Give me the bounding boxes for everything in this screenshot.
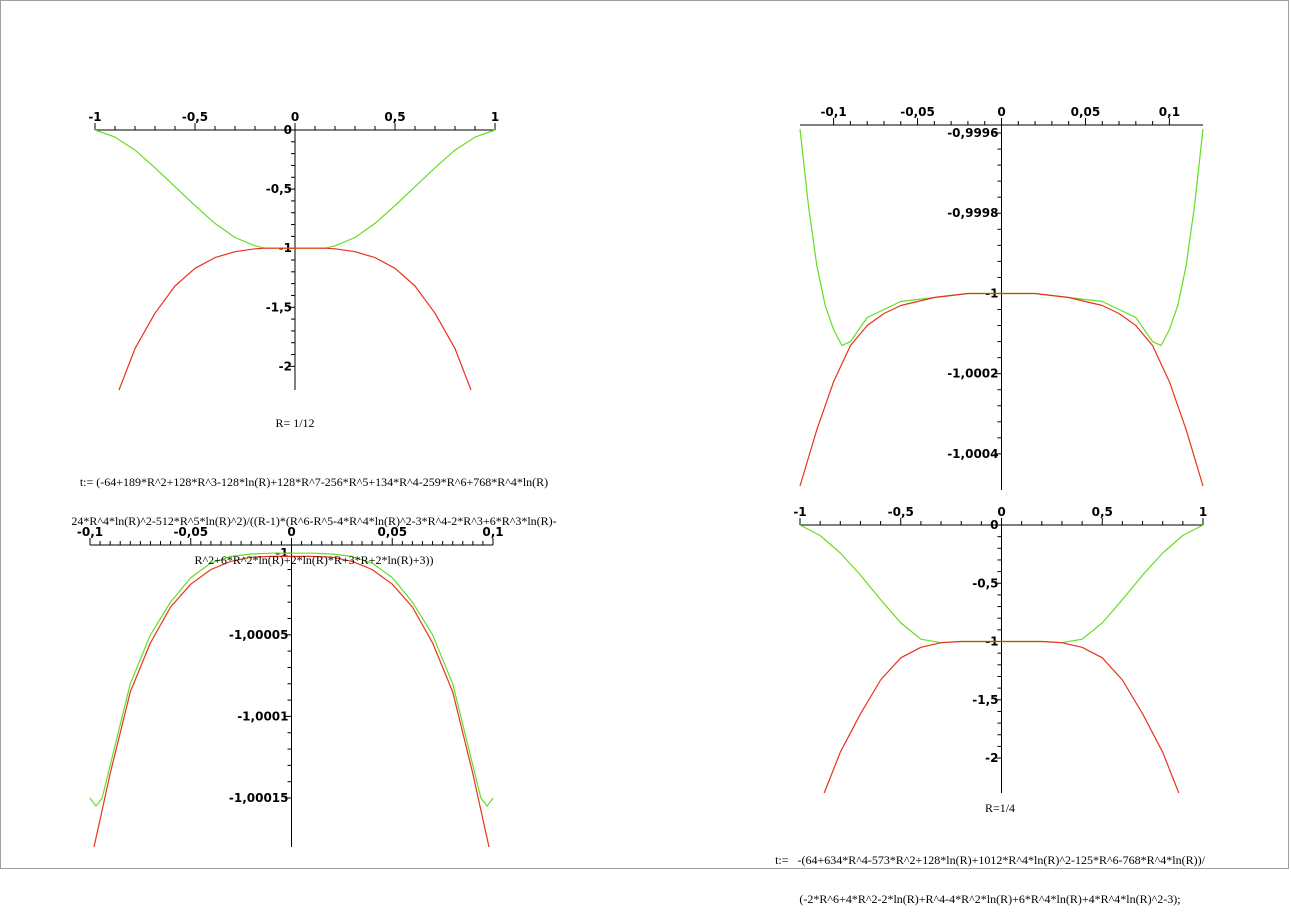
x-tick-label: 0,5 [384, 110, 405, 124]
caption-formula-2: t:= -(64+634*R^4-573*R^2+128*ln(R)+1012*… [710, 828, 1270, 919]
y-tick-label: -2 [279, 359, 292, 373]
x-tick-label: 0 [287, 525, 295, 539]
x-tick-label: 1 [1199, 505, 1207, 519]
formula-1-line-1: t:= (-64+189*R^2+128*R^3-128*ln(R)+128*R… [79, 475, 549, 489]
x-tick-label: -0,5 [182, 110, 208, 124]
caption-formula-1: t:= (-64+189*R^2+128*R^3-128*ln(R)+128*R… [0, 450, 628, 580]
y-tick-label: 0 [284, 123, 292, 137]
x-tick-label: 0,05 [1071, 105, 1101, 119]
y-tick-label: -1,5 [972, 693, 998, 707]
curve-series-2 [823, 640, 1180, 794]
x-tick-label: 0,5 [1092, 505, 1113, 519]
plot-r12-full-range: -1 -0,5 0 0,5 10-0,5-1-1,5-2 [88, 110, 499, 391]
y-tick-label: -2 [985, 751, 998, 765]
x-tick-label: -0,1 [820, 105, 846, 119]
x-tick-label: -1 [793, 505, 806, 519]
y-tick-label: -1,0002 [947, 367, 998, 381]
plot-r12-zoom-tiny: -0,1 -0,05 0 0,05 0,1-1-1,00005-1,0001-1,000… [77, 525, 504, 848]
x-tick-label: 0 [997, 105, 1005, 119]
y-tick-label: -1,00005 [229, 628, 289, 642]
formula-1-line-2: 24*R^4*ln(R)^2-512*R^5*ln(R)^2)/((R-1)*(… [71, 514, 557, 528]
curve-series-2 [118, 247, 472, 391]
x-tick-label: -0,05 [173, 525, 208, 539]
y-tick-label: 0 [990, 518, 998, 532]
y-tick-label: -0,9998 [947, 206, 998, 220]
x-tick-label: -0,1 [77, 525, 103, 539]
x-tick-label: 0 [997, 505, 1005, 519]
curve-series-2 [93, 555, 490, 848]
x-tick-label: -1 [88, 110, 101, 124]
y-tick-label: -0,5 [972, 576, 998, 590]
x-tick-label: -0,5 [888, 505, 914, 519]
y-tick-label: -1,00015 [229, 791, 289, 805]
plot-r14-full-range: -1 -0,5 0 0,5 10-0,5-1-1,5-2 [793, 505, 1207, 794]
curve-series-1 [89, 552, 494, 807]
x-tick-label: 0,1 [1159, 105, 1180, 119]
plot-r12-zoom-small: -0,1 -0,05 0 0,05 0,1-0,9996-0,9998-1-1,0002… [799, 105, 1204, 490]
plot-frame [0, 0, 1289, 869]
x-tick-label: 0,1 [482, 525, 503, 539]
caption-r-value-2: R=1/4 [984, 801, 1016, 815]
x-tick-label: 0 [291, 110, 299, 124]
formula-2-line-2: (-2*R^6+4*R^2-2*ln(R)+R^4-4*R^2*ln(R)+6*… [799, 892, 1181, 906]
x-tick-label: 0,05 [377, 525, 407, 539]
y-tick-label: -0,9996 [947, 126, 998, 140]
y-tick-label: -1,0004 [947, 447, 998, 461]
formula-1-line-3: R^2+6*R^2*ln(R)+2*ln(R)*R+3*R+2*ln(R)+3)… [194, 553, 434, 567]
formula-2-line-1: t:= -(64+634*R^4-573*R^2+128*ln(R)+1012*… [775, 853, 1205, 867]
caption-r-value-1: R= 1/12 [275, 416, 315, 430]
x-tick-label: 1 [491, 110, 499, 124]
x-tick-label: -0,05 [900, 105, 935, 119]
y-tick-label: -0,5 [266, 182, 292, 196]
y-tick-label: -1,5 [266, 300, 292, 314]
y-tick-label: -1,0001 [237, 709, 288, 723]
curve-series-2 [799, 292, 1204, 487]
